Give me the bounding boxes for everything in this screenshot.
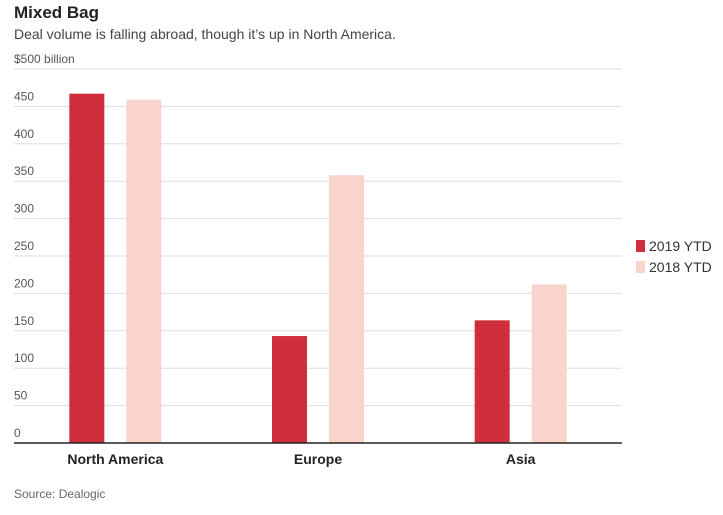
x-category-label: Asia [506, 451, 536, 467]
bar-2019-ytd [272, 336, 307, 443]
chart-subtitle: Deal volume is falling abroad, though it… [14, 26, 396, 42]
bar-2018-ytd [126, 99, 162, 443]
y-tick-label: 450 [14, 89, 34, 103]
legend-swatch [636, 261, 645, 273]
y-tick-label: 400 [14, 127, 34, 141]
y-tick-label: 300 [14, 202, 34, 216]
legend-label: 2018 YTD [649, 259, 712, 275]
y-tick-label: 100 [14, 351, 34, 365]
y-tick-label: 250 [14, 239, 34, 253]
bar-2019-ytd [69, 93, 105, 444]
source-note: Source: Dealogic [14, 487, 106, 501]
y-tick-label: $500 billion [14, 52, 75, 66]
chart-title: Mixed Bag [14, 3, 100, 22]
x-category-label: North America [67, 451, 163, 467]
legend-label: 2019 YTD [649, 238, 712, 254]
bar-2018-ytd [531, 284, 567, 443]
y-tick-label: 0 [14, 426, 21, 440]
bar-chart: 0 50 100 150 200 250 300 350 400 450 $500 billion N… [14, 52, 712, 467]
y-tick-label: 150 [14, 314, 34, 328]
x-category-label: Europe [294, 451, 342, 467]
y-tick-label: 200 [14, 276, 34, 290]
y-tick-label: 50 [14, 389, 28, 403]
legend-swatch [636, 240, 645, 252]
bar-2018-ytd [329, 175, 364, 443]
y-tick-label: 350 [14, 164, 34, 178]
bar-2019-ytd [474, 320, 510, 443]
